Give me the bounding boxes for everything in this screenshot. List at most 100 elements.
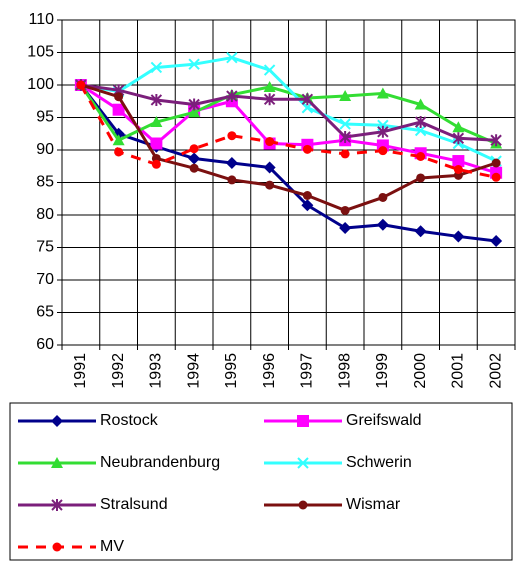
marker [265,137,275,147]
y-tick-label: 110 [28,11,54,28]
marker [302,191,312,200]
y-tick-label: 60 [36,336,54,353]
marker [452,155,465,168]
legend-label: Stralsund [100,496,168,513]
marker [414,225,427,238]
legend-box [9,402,513,561]
x-tick-label: 2001 [450,353,467,389]
marker [225,157,238,169]
marker [188,106,201,118]
y-tick-label: 105 [27,44,54,61]
marker [339,118,351,130]
marker [414,124,427,137]
marker [452,230,465,243]
y-tick-label: 90 [36,141,54,158]
marker [491,172,501,182]
marker [189,163,199,173]
series-line [79,84,497,145]
x-tick-label: 1992 [110,353,127,389]
marker [227,175,237,185]
x-tick-label: 1994 [185,353,202,389]
y-tick-label: 100 [27,76,54,93]
marker [376,87,389,99]
marker [414,116,427,129]
x-tick-label: 2002 [487,353,504,389]
plot-area [61,19,516,346]
y-tick-label: 80 [36,206,54,223]
series-line [80,56,497,163]
marker [452,132,465,145]
marker [51,457,63,468]
marker [340,149,350,159]
marker [188,152,201,165]
marker [263,161,276,174]
marker [452,121,465,133]
marker [301,93,314,106]
marker [263,80,276,92]
marker [490,235,503,247]
marker [301,199,314,212]
legend-label: Rostock [100,412,159,429]
marker [297,415,309,427]
marker [112,134,125,146]
legend-label: Wismar [346,496,401,513]
marker [414,98,427,110]
marker [76,80,86,90]
marker [265,180,275,190]
y-tick-label: 75 [36,239,54,256]
x-tick-label: 1991 [72,353,89,389]
series-line [80,83,497,212]
marker [340,205,350,215]
x-tick-label: 1999 [374,353,391,389]
x-tick-label: 1996 [261,353,278,389]
x-tick-label: 2000 [412,353,429,389]
y-tick-label: 65 [36,304,54,321]
marker [51,499,63,511]
x-tick-label: 1998 [336,353,353,389]
marker [189,144,199,154]
series-line [79,84,497,243]
marker [490,134,502,147]
legend-label: Neubrandenburg [100,454,220,471]
marker [188,58,200,70]
legend-label: Schwerin [346,454,412,471]
y-tick-label: 70 [36,271,54,288]
marker [188,98,200,111]
marker [377,125,389,138]
legend-label: Greifswald [346,412,422,429]
marker [227,131,237,141]
marker [263,93,276,106]
marker [297,457,309,469]
marker [298,500,308,510]
marker [150,61,163,74]
marker [453,165,463,174]
marker [151,159,161,169]
marker [491,158,501,168]
marker [51,415,63,427]
marker [226,90,238,103]
marker [52,542,62,552]
marker [378,192,388,202]
marker [378,146,388,156]
y-tick-label: 95 [36,109,54,126]
x-tick-label: 1993 [148,353,165,389]
marker [339,90,352,102]
y-tick-label: 85 [36,174,54,191]
marker [112,103,125,116]
marker [302,144,312,154]
marker [416,173,426,183]
marker [226,51,238,64]
marker [114,92,124,102]
x-tick-label: 1995 [223,353,240,389]
series-line [79,84,497,179]
marker [150,93,163,106]
marker [339,222,352,234]
marker [339,131,351,143]
legend-label: MV [100,538,124,555]
marker [416,152,426,161]
marker [114,147,124,157]
marker [150,137,163,150]
marker [376,218,389,231]
marker [150,116,163,128]
